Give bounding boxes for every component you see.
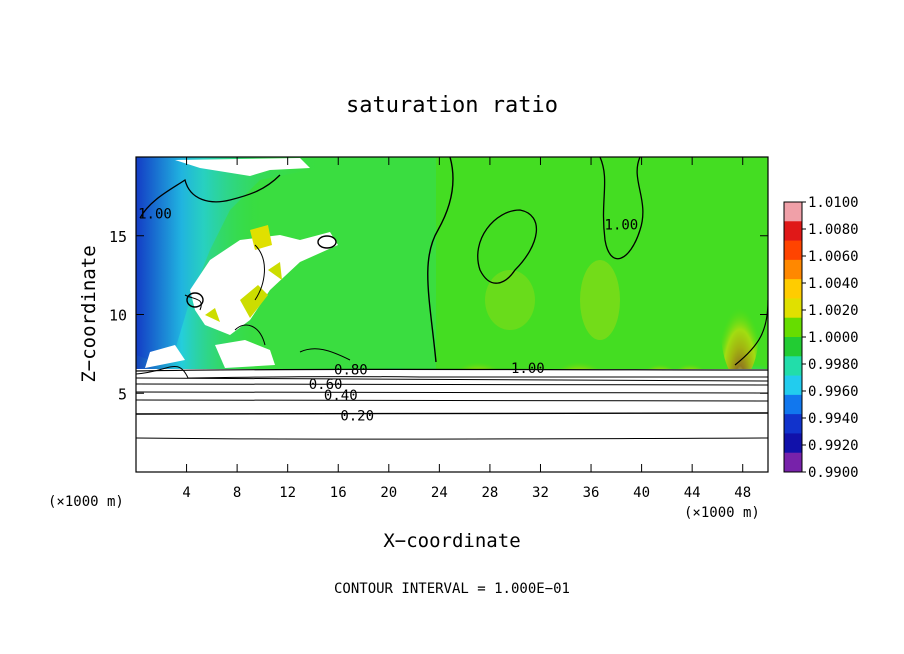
colorbar-label: 0.9900 [808,465,859,481]
colorbar-label: 1.0060 [808,249,859,265]
contour-label: 1.00 [138,207,172,223]
x-tick-label: 40 [633,485,650,501]
y-tick-label: 15 [109,228,127,246]
contour-label: 0.20 [340,408,374,424]
y-tick-label: 10 [109,307,127,325]
x-axis: 4 8 12 16 20 24 28 32 36 40 44 48 [182,157,751,501]
colorbar-swatch [784,394,802,415]
contour-interval-label: CONTOUR INTERVAL = 1.000E−01 [334,581,570,597]
colorbar-label: 1.0100 [808,195,859,211]
contour-label: 0.40 [324,388,358,404]
colorbar: 1.0100 1.0080 1.0060 1.0040 1.0020 1.0000 0.99… [783,195,859,481]
colorbar-swatch [784,452,802,473]
unsaturated-region [136,369,768,472]
colorbar-swatch [784,375,802,396]
contour-label: 1.00 [511,361,545,377]
contour-label: 1.00 [605,218,639,234]
heatmap-field [136,157,768,405]
colorbar-swatch [784,356,802,377]
colorbar-label: 0.9960 [808,384,859,400]
y-axis: 5 10 15 [109,228,768,403]
x-tick-label: 12 [279,485,296,501]
colorbar-label: 0.9940 [808,411,859,427]
colorbar-swatch [784,259,802,280]
colorbar-label: 1.0000 [808,330,859,346]
x-tick-label: 36 [583,485,600,501]
x-axis-label: X−coordinate [383,530,520,552]
colorbar-swatch [784,202,802,222]
colorbar-label: 1.0020 [808,303,859,319]
colorbar-swatch [784,298,802,319]
colorbar-swatch [784,279,802,299]
x-tick-label: 28 [481,485,498,501]
x-tick-label: 8 [233,485,241,501]
colorbar-label: 1.0080 [808,222,859,238]
colorbar-swatch [784,337,802,357]
colorbar-swatch [784,317,802,338]
colorbar-swatch [784,414,802,434]
colorbar-label: 0.9980 [808,357,859,373]
contour-labels: 1.00 1.00 1.00 0.800.600.40 0.20 [138,207,638,425]
colorbar-label: 0.9920 [808,438,859,454]
colorbar-swatch [784,433,802,454]
x-unit-left: (×1000 m) [48,494,124,510]
y-tick-label: 5 [118,385,127,403]
contour-lines [136,157,768,440]
x-tick-label: 4 [182,485,190,501]
colorbar-label: 1.0040 [808,276,859,292]
x-unit-right: (×1000 m) [684,505,760,521]
x-tick-label: 24 [431,485,448,501]
y-axis-label: Z−coordinate [78,245,100,382]
x-tick-label: 32 [532,485,549,501]
x-tick-label: 16 [330,485,347,501]
chart-title: saturation ratio [346,93,558,118]
colorbar-swatch [784,221,802,242]
x-tick-label: 44 [684,485,701,501]
contour-label: 0.80 [334,363,368,379]
colorbar-swatch [784,240,802,261]
x-tick-label: 20 [380,485,397,501]
x-tick-label: 48 [734,485,751,501]
contour-label: 0.60 [309,377,343,393]
